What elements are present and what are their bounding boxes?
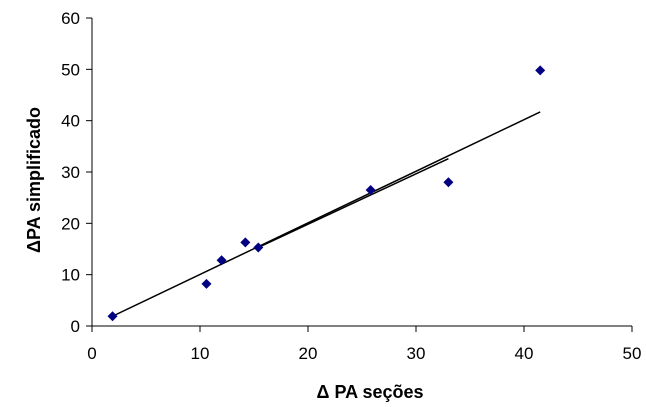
data-point [107, 311, 118, 322]
y-tick-label: 50 [61, 60, 80, 79]
data-point [535, 65, 546, 76]
plot-area: 0 10 20 30 40 50 60 0 10 20 30 40 50 [61, 9, 641, 363]
y-ticks: 0 10 20 30 40 50 60 [61, 9, 92, 336]
y-tick-label: 20 [61, 214, 80, 233]
x-ticks: 0 10 20 30 40 50 [87, 326, 641, 363]
x-tick-label: 0 [87, 344, 96, 363]
x-tick-label: 40 [515, 344, 534, 363]
y-tick-label: 10 [61, 266, 80, 285]
y-tick-label: 60 [61, 9, 80, 28]
y-tick-label: 40 [61, 112, 80, 131]
x-axis-label: Δ PA seções [317, 382, 424, 402]
x-tick-label: 10 [191, 344, 210, 363]
trendline [258, 157, 449, 249]
y-tick-label: 0 [71, 317, 80, 336]
data-point [216, 255, 227, 266]
y-tick-label: 30 [61, 163, 80, 182]
data-point [201, 278, 212, 289]
x-tick-label: 20 [299, 344, 318, 363]
data-point [443, 177, 454, 188]
data-point [240, 237, 251, 248]
y-axis-label: ΔPA simplificado [24, 107, 44, 253]
trendline-group [112, 111, 541, 317]
x-tick-label: 30 [407, 344, 426, 363]
data-markers [107, 65, 546, 322]
trendline [112, 111, 541, 317]
data-point [253, 242, 264, 253]
data-point [365, 184, 376, 195]
x-tick-label: 50 [623, 344, 642, 363]
